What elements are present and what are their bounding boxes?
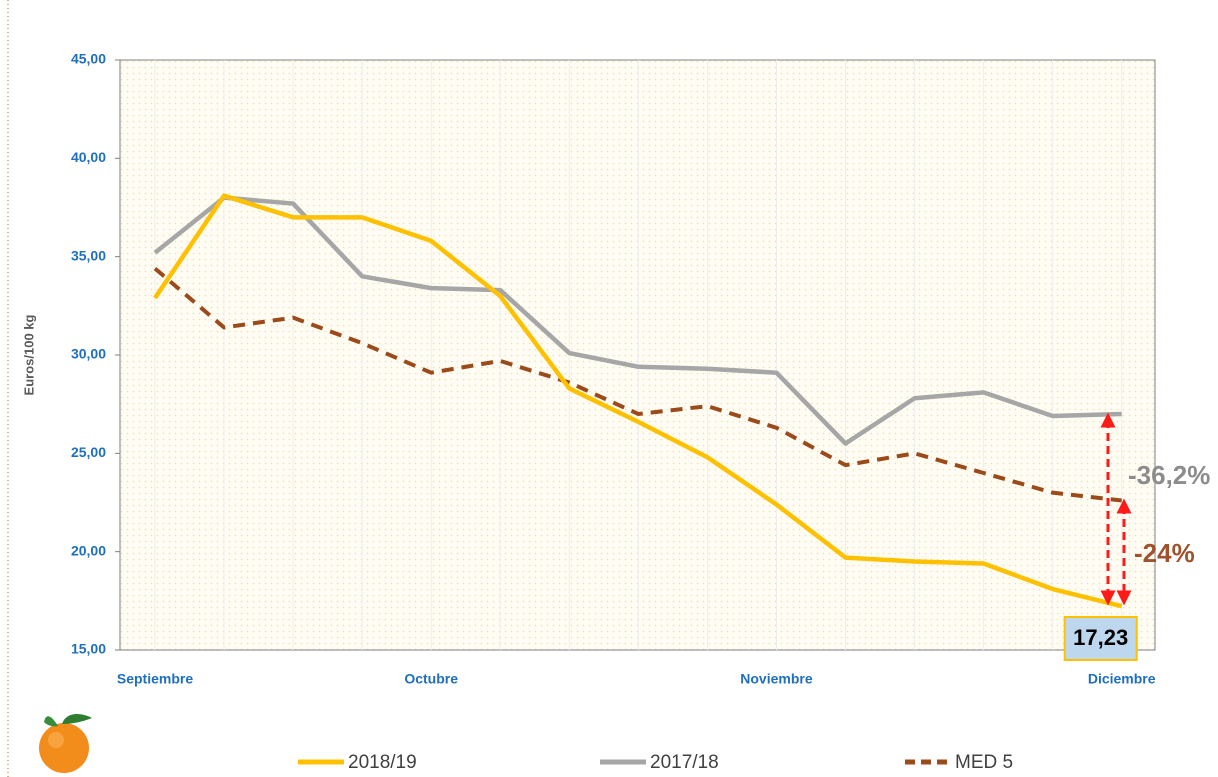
value-label-box: [1063, 616, 1138, 661]
series-line: [153, 193, 1123, 609]
y-tick-label: 45,00: [71, 51, 106, 67]
y-tick-label: 30,00: [71, 346, 106, 362]
y-tick-label: 40,00: [71, 149, 106, 165]
value-label: 17,23: [1073, 625, 1128, 650]
x-tick-label: Noviembre: [740, 671, 813, 687]
x-tick-label: Octubre: [404, 671, 458, 687]
y-tick-label: 25,00: [71, 444, 106, 460]
plot-area: [119, 59, 1156, 651]
x-tick-label: Septiembre: [117, 671, 193, 687]
legend-label: MED 5: [955, 752, 1013, 773]
legend-label: 2018/19: [348, 752, 417, 773]
series-line: [153, 266, 1122, 503]
y-axis-label: Euros/100 kg: [21, 314, 36, 395]
y-tick-label: 35,00: [71, 247, 106, 263]
y-tick-label: 15,00: [71, 641, 106, 657]
annotation: -24%: [1134, 538, 1195, 568]
y-tick-label: 20,00: [71, 542, 106, 558]
series-line: [153, 195, 1122, 446]
x-tick-label: Diciembre: [1088, 671, 1156, 687]
legend-label: 2017/18: [650, 752, 719, 773]
annotation: -36,2%: [1128, 460, 1210, 490]
orange-icon: [39, 714, 92, 773]
